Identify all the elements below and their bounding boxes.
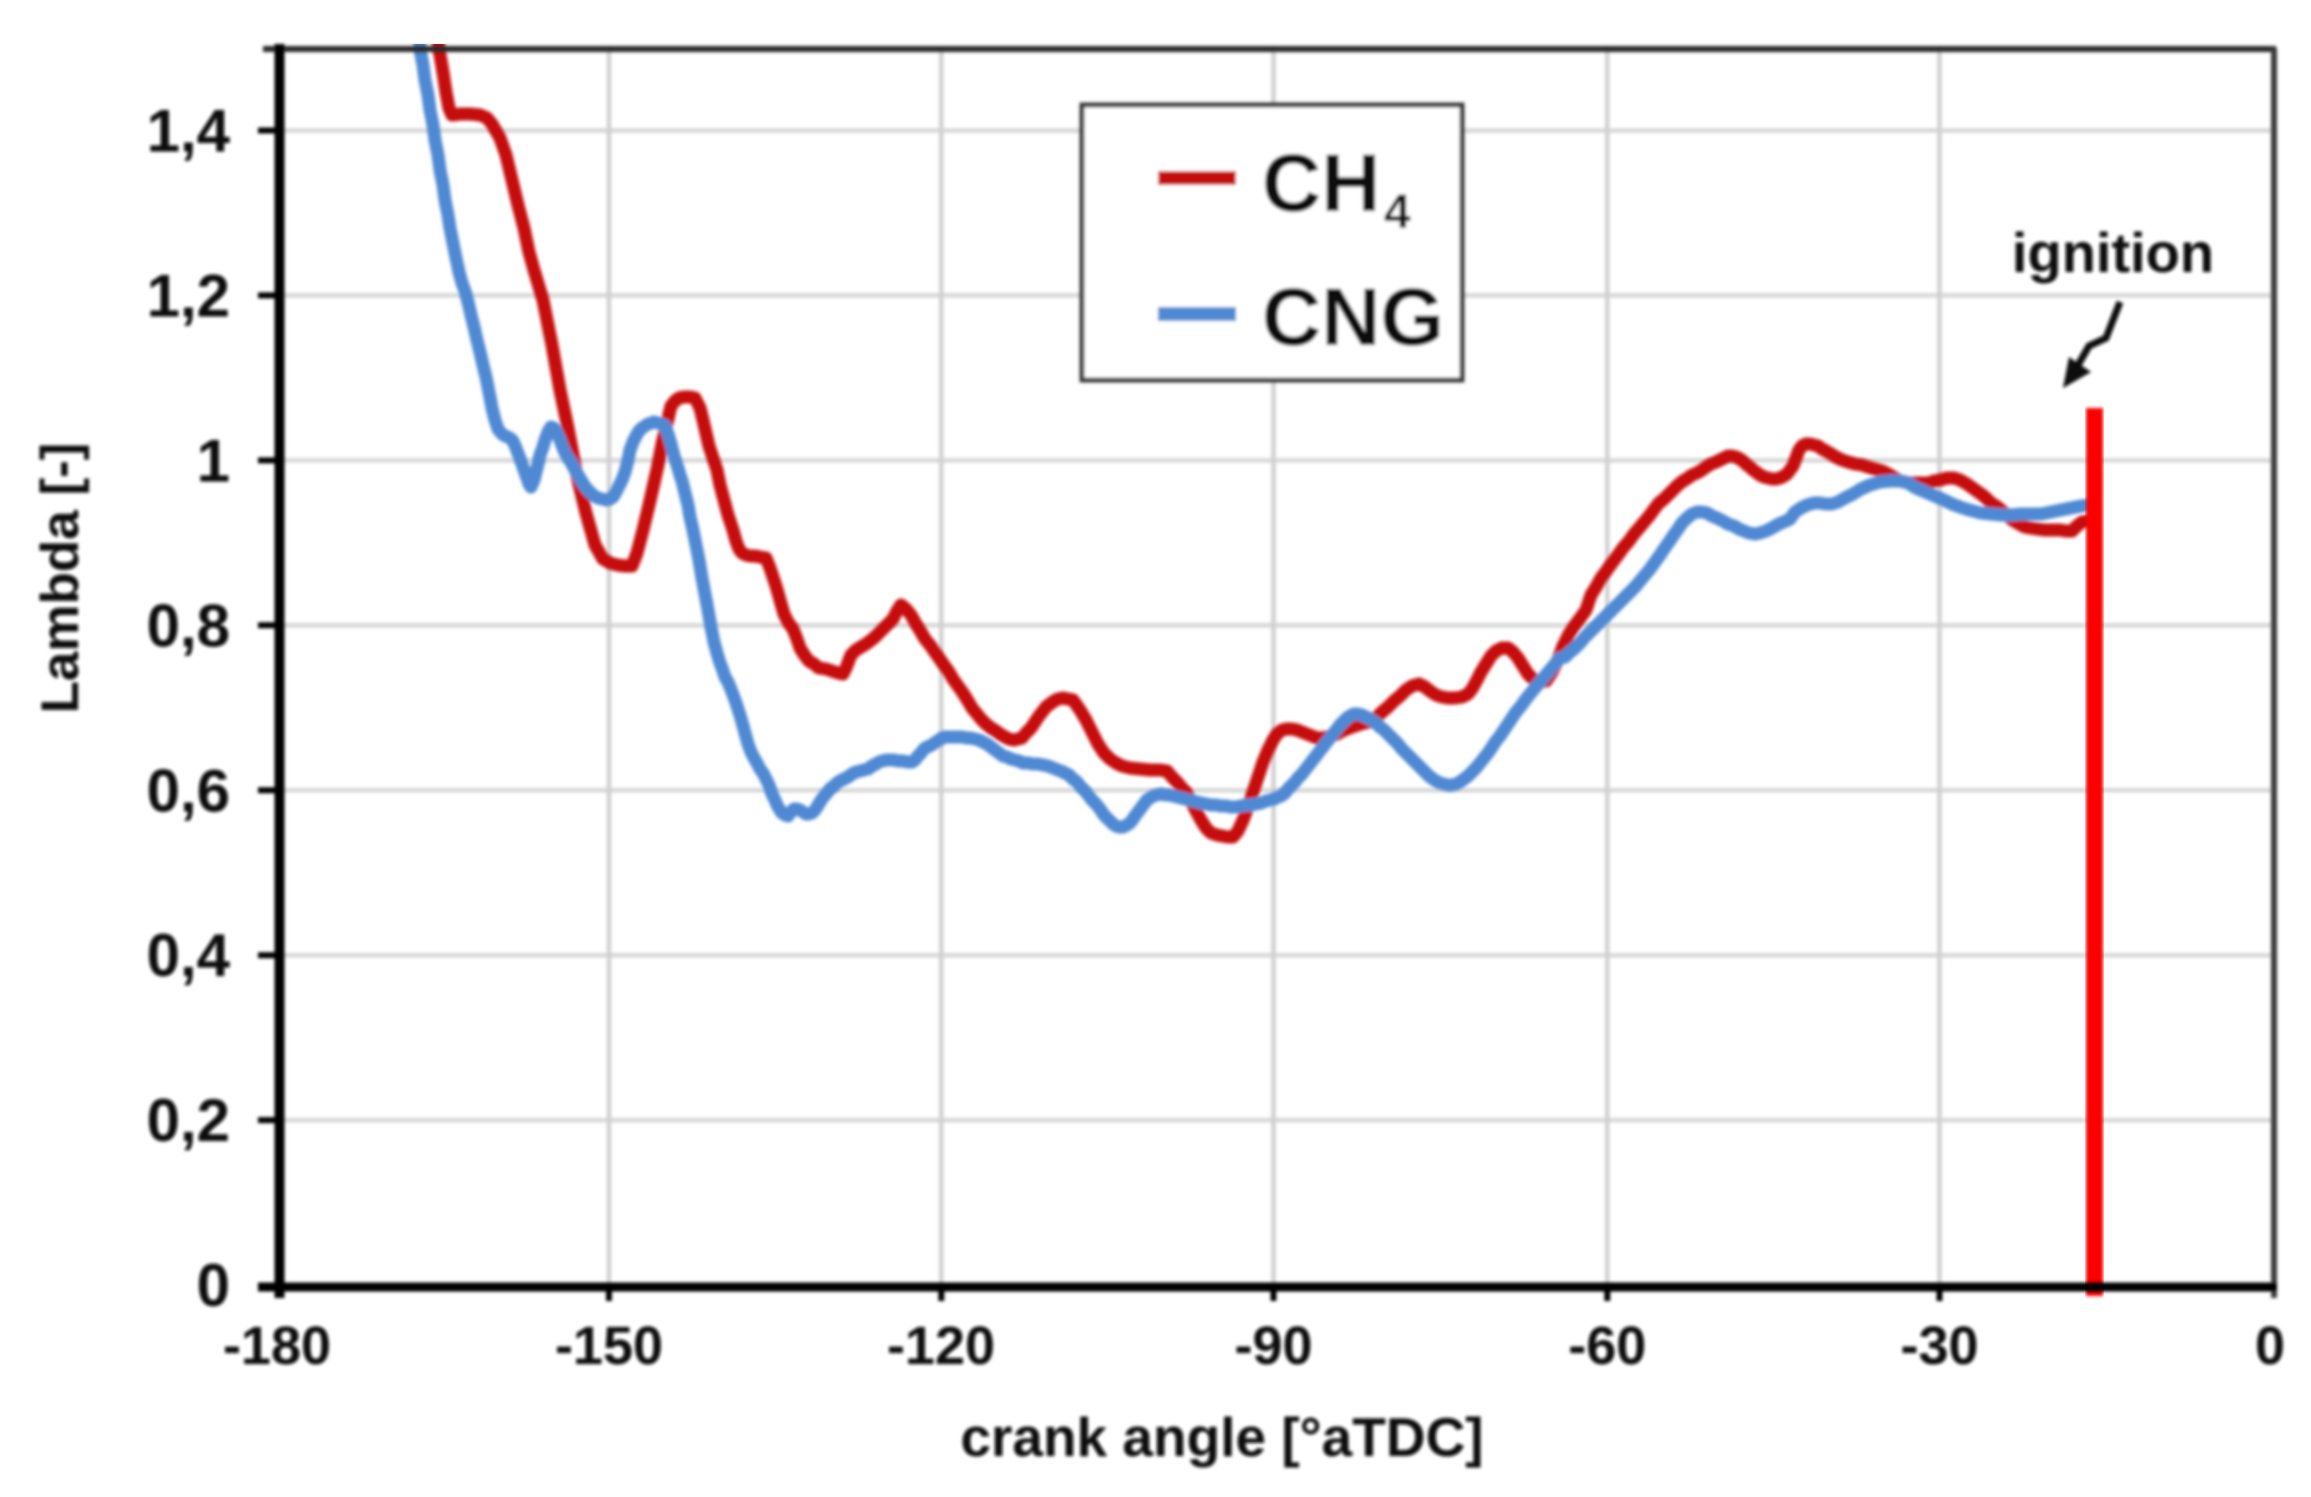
svg-text:1: 1 <box>197 427 230 494</box>
svg-text:0: 0 <box>197 1252 230 1319</box>
svg-text:1,2: 1,2 <box>147 262 230 329</box>
svg-text:crank angle [°aTDC]: crank angle [°aTDC] <box>960 1406 1483 1468</box>
svg-text:-90: -90 <box>1234 1316 1312 1376</box>
svg-text:-60: -60 <box>1568 1316 1646 1376</box>
svg-text:-180: -180 <box>223 1316 331 1376</box>
svg-text:0,4: 0,4 <box>147 922 231 989</box>
svg-text:-120: -120 <box>887 1316 995 1376</box>
svg-text:0,6: 0,6 <box>147 757 230 824</box>
svg-text:4: 4 <box>1384 186 1411 239</box>
svg-text:-150: -150 <box>555 1316 663 1376</box>
svg-text:0,2: 0,2 <box>147 1087 230 1154</box>
svg-text:0: 0 <box>2255 1316 2285 1376</box>
svg-text:-30: -30 <box>1900 1316 1978 1376</box>
svg-text:CNG: CNG <box>1262 272 1444 363</box>
svg-text:Lambda [-]: Lambda [-] <box>31 443 90 714</box>
svg-text:ignition: ignition <box>2012 221 2214 284</box>
svg-text:CH: CH <box>1262 138 1380 229</box>
svg-text:0,8: 0,8 <box>147 592 230 659</box>
svg-text:1,4: 1,4 <box>147 98 231 165</box>
